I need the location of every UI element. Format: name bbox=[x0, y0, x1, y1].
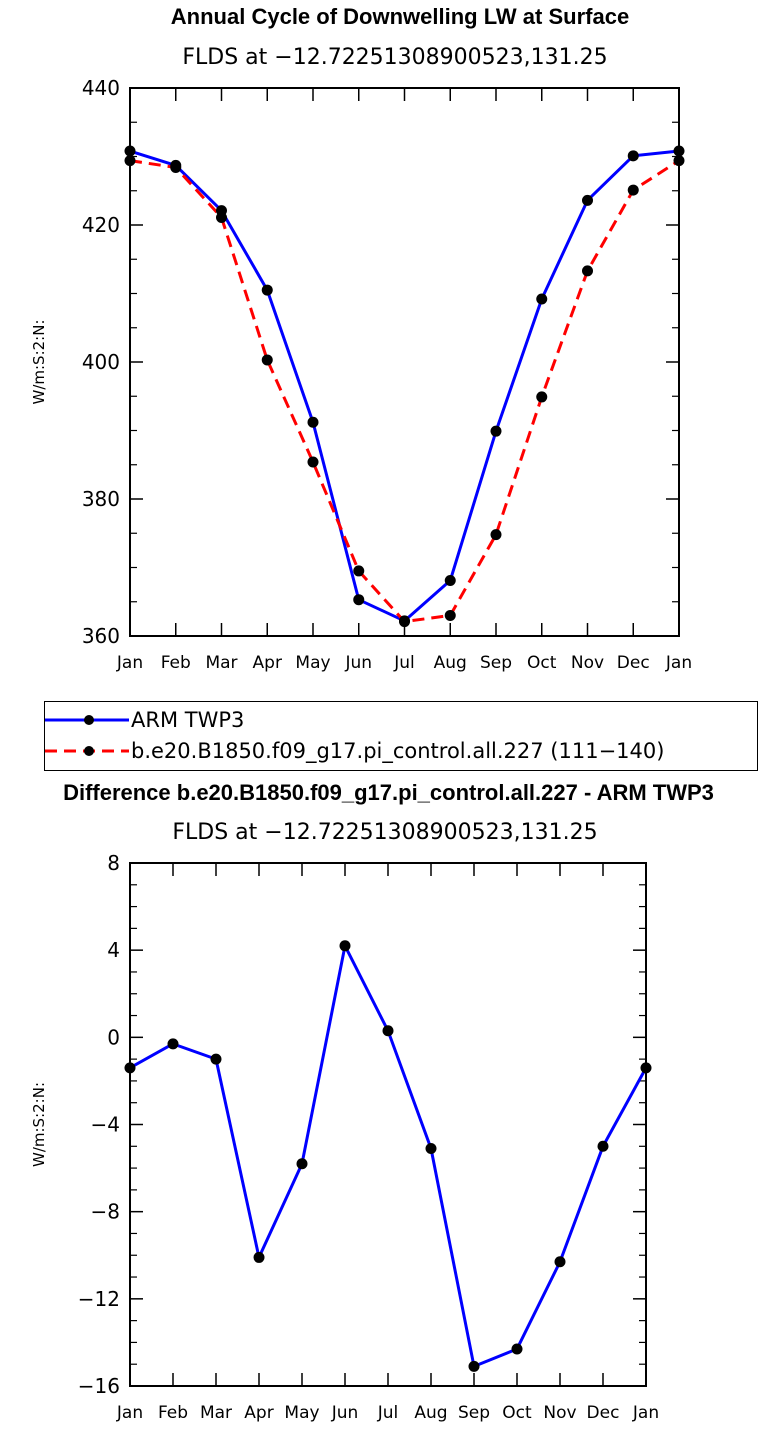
y-tick-label: −4 bbox=[91, 1113, 120, 1137]
chart1-series-1-point bbox=[582, 265, 593, 277]
chart1-series-1-point bbox=[124, 155, 136, 167]
x-tick-label: Mar bbox=[205, 653, 237, 673]
chart2-series-0-point bbox=[597, 1140, 609, 1152]
legend-item-model: b.e20.B1850.f09_g17.pi_control.all.227 (… bbox=[45, 736, 757, 766]
chart2-series-0-point bbox=[511, 1343, 523, 1355]
chart1-y-axis-label: W/m:S:2:N: bbox=[30, 320, 48, 405]
x-tick-label: May bbox=[284, 1403, 319, 1423]
y-tick-label: 440 bbox=[82, 76, 120, 100]
chart1-series-0-point bbox=[490, 425, 502, 437]
chart1-series-0-point bbox=[307, 416, 319, 428]
x-tick-label: Feb bbox=[158, 1403, 188, 1423]
chart2-series-0-point bbox=[167, 1038, 179, 1050]
chart1-series-0-point bbox=[536, 293, 548, 305]
chart1-series-1-point bbox=[353, 565, 365, 577]
chart2-title: Difference b.e20.B1850.f09_g17.pi_contro… bbox=[63, 780, 714, 805]
x-tick-label: Aug bbox=[434, 653, 467, 673]
x-tick-label: Jan bbox=[632, 1403, 659, 1423]
chart1-subtitle: FLDS at −12.72251308900523,131.25 bbox=[182, 45, 608, 70]
x-tick-label: Nov bbox=[543, 1403, 576, 1423]
chart1-series-1-point bbox=[490, 529, 502, 541]
chart1-series-1-point bbox=[216, 211, 227, 223]
x-tick-label: Jun bbox=[331, 1403, 359, 1423]
chart2-series-0-point bbox=[253, 1251, 265, 1263]
y-tick-label: −12 bbox=[78, 1287, 120, 1311]
chart1-series-1-point bbox=[673, 155, 685, 167]
chart1-series-0-point bbox=[353, 594, 365, 606]
y-tick-label: 380 bbox=[82, 487, 120, 511]
chart2-series-0-point bbox=[468, 1360, 480, 1372]
chart2-series-0-point bbox=[296, 1158, 308, 1170]
chart1-series-1-point bbox=[399, 616, 410, 628]
x-tick-label: Oct bbox=[527, 653, 557, 673]
chart2-series-0-point bbox=[640, 1062, 652, 1074]
chart1-series-1-point bbox=[444, 609, 456, 621]
x-tick-label: Jan bbox=[116, 1403, 143, 1423]
chart1-series-1-point bbox=[627, 184, 639, 196]
x-tick-label: Feb bbox=[161, 653, 191, 673]
x-tick-label: Dec bbox=[587, 1403, 620, 1423]
y-tick-label: 8 bbox=[107, 851, 120, 875]
chart1-series-0-point bbox=[627, 150, 639, 162]
x-tick-label: Mar bbox=[200, 1403, 232, 1423]
chart2-series-0-point bbox=[124, 1062, 136, 1074]
y-tick-label: 0 bbox=[107, 1025, 120, 1049]
chart2-series-0-point bbox=[382, 1025, 394, 1037]
x-tick-label: Jan bbox=[116, 653, 143, 673]
legend-item-arm: ARM TWP3 bbox=[45, 705, 757, 735]
legend-swatch-model bbox=[45, 746, 129, 756]
chart2-frame bbox=[129, 862, 647, 1387]
x-tick-label: Oct bbox=[502, 1403, 532, 1423]
chart1-series-0-point bbox=[582, 194, 593, 206]
x-tick-label: Jun bbox=[344, 653, 372, 673]
x-tick-label: Jul bbox=[393, 653, 415, 673]
legend-swatch-arm bbox=[45, 715, 129, 725]
chart2-subtitle: FLDS at −12.72251308900523,131.25 bbox=[172, 820, 598, 845]
chart1-series-1-point bbox=[170, 161, 182, 173]
chart1-plot: 360 380 400 420 440 Jan Feb Mar Apr May Jun Jul Aug S… bbox=[30, 76, 692, 673]
y-tick-label: 360 bbox=[82, 624, 120, 648]
y-tick-label: 400 bbox=[82, 350, 120, 374]
x-tick-label: May bbox=[295, 653, 330, 673]
chart1-series-0-point bbox=[124, 145, 136, 157]
chart1-series-0-point bbox=[673, 145, 685, 157]
chart2-y-axis-label: W/m:S:2:N: bbox=[30, 1082, 48, 1167]
chart2-series-0-point bbox=[425, 1142, 437, 1154]
chart1-title: Annual Cycle of Downwelling LW at Surfac… bbox=[170, 4, 630, 29]
chart1-series-0-point bbox=[444, 575, 456, 587]
chart1-series-0-point bbox=[261, 284, 273, 296]
x-tick-label: Aug bbox=[414, 1403, 447, 1423]
x-tick-label: Jul bbox=[377, 1403, 399, 1423]
legend-label-arm: ARM TWP3 bbox=[131, 708, 245, 732]
chart1-series-1-point bbox=[536, 391, 548, 403]
x-tick-label: Sep bbox=[458, 1403, 490, 1423]
x-tick-label: Dec bbox=[617, 653, 650, 673]
chart2-series-0-point bbox=[554, 1256, 566, 1268]
chart2-series-0-point bbox=[339, 940, 351, 952]
y-tick-label: −8 bbox=[91, 1200, 120, 1224]
x-tick-label: Apr bbox=[244, 1403, 273, 1423]
y-tick-label: −16 bbox=[78, 1374, 120, 1398]
legend-label-model: b.e20.B1850.f09_g17.pi_control.all.227 (… bbox=[131, 739, 665, 763]
y-tick-label: 4 bbox=[107, 938, 120, 962]
chart1-legend: ARM TWP3 b.e20.B1850.f09_g17.pi_control.… bbox=[44, 701, 758, 771]
chart2-series-0-point bbox=[210, 1053, 222, 1065]
x-tick-label: Nov bbox=[571, 653, 604, 673]
chart1-series-1-point bbox=[261, 354, 273, 366]
chart2-series-line-0 bbox=[129, 944, 648, 1368]
x-tick-label: Jan bbox=[665, 653, 692, 673]
chart1-series-1-point bbox=[307, 456, 319, 468]
y-tick-label: 420 bbox=[82, 213, 120, 237]
x-tick-label: Apr bbox=[253, 653, 282, 673]
x-tick-label: Sep bbox=[480, 653, 512, 673]
